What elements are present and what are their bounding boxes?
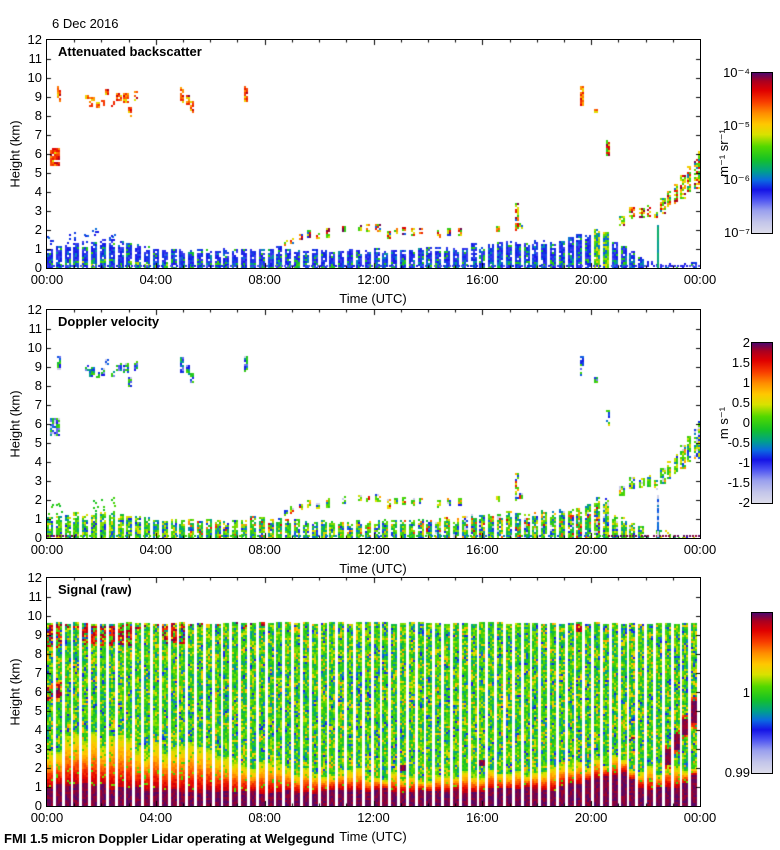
x-tick-label: 00:00 bbox=[30, 272, 64, 287]
panel-title-attenuated-backscatter: Attenuated backscatter bbox=[58, 44, 202, 59]
date-label: 6 Dec 2016 bbox=[52, 16, 119, 31]
colorbar-tick-label: 10⁻⁴ bbox=[723, 65, 750, 80]
y-tick-label: 9 bbox=[34, 627, 42, 642]
x-tick-label: 08:00 bbox=[248, 542, 281, 557]
colorbar-tick-label: 2 bbox=[742, 335, 750, 350]
x-tick-label: 12:00 bbox=[357, 810, 390, 825]
y-tick-label: 7 bbox=[34, 397, 42, 412]
x-tick-label: 00:00 bbox=[683, 542, 717, 557]
y-tick-label: 11 bbox=[28, 51, 43, 66]
signal-raw-heatmap bbox=[47, 578, 700, 806]
y-tick-label: 9 bbox=[34, 89, 42, 104]
x-axis-label: Time (UTC) bbox=[339, 829, 407, 844]
panel-attenuated-backscatter bbox=[46, 39, 701, 269]
y-tick-label: 8 bbox=[34, 378, 42, 393]
colorbar-attenuated-backscatter bbox=[751, 72, 773, 234]
panel-doppler-velocity bbox=[46, 309, 701, 539]
colorbar-tick-label: 1 bbox=[742, 375, 750, 390]
attenuated-backscatter-heatmap bbox=[47, 40, 700, 268]
y-tick-label: 7 bbox=[34, 127, 42, 142]
y-tick-label: 4 bbox=[34, 184, 42, 199]
colorbar-signal-raw bbox=[751, 612, 773, 774]
y-tick-label: 1 bbox=[34, 779, 42, 794]
panel-title-signal-raw: Signal (raw) bbox=[58, 582, 132, 597]
y-axis-label: Height (km) bbox=[7, 120, 23, 188]
x-tick-label: 00:00 bbox=[30, 542, 64, 557]
y-tick-label: 3 bbox=[34, 203, 42, 218]
colorbar-tick-label: 0 bbox=[742, 415, 750, 430]
x-axis-label: Time (UTC) bbox=[339, 561, 407, 576]
x-tick-label: 16:00 bbox=[466, 272, 499, 287]
y-tick-label: 8 bbox=[34, 108, 42, 123]
y-tick-label: 6 bbox=[34, 684, 42, 699]
y-tick-label: 6 bbox=[34, 416, 42, 431]
y-tick-label: 5 bbox=[34, 703, 42, 718]
colorbar-tick-label: 1 bbox=[742, 685, 750, 700]
y-tick-label: 7 bbox=[34, 665, 42, 680]
y-tick-label: 5 bbox=[34, 435, 42, 450]
panel-signal-raw bbox=[46, 577, 701, 807]
x-tick-label: 20:00 bbox=[574, 810, 608, 825]
x-tick-label: 20:00 bbox=[574, 542, 608, 557]
x-tick-label: 04:00 bbox=[139, 272, 173, 287]
y-tick-label: 1 bbox=[34, 241, 42, 256]
y-tick-label: 9 bbox=[34, 359, 42, 374]
y-tick-label: 10 bbox=[27, 70, 42, 85]
x-tick-label: 08:00 bbox=[248, 810, 281, 825]
y-axis-label: Height (km) bbox=[7, 658, 23, 726]
y-tick-label: 12 bbox=[27, 32, 42, 47]
colorbar-tick-label: 1.5 bbox=[731, 355, 750, 370]
x-tick-label: 00:00 bbox=[683, 810, 717, 825]
colorbar-tick-label: -0.5 bbox=[727, 435, 750, 450]
y-axis-label: Height (km) bbox=[7, 390, 23, 458]
y-tick-label: 3 bbox=[34, 473, 42, 488]
x-tick-label: 16:00 bbox=[466, 810, 499, 825]
y-tick-label: 5 bbox=[34, 165, 42, 180]
x-tick-label: 00:00 bbox=[30, 810, 64, 825]
colorbar-tick-label: 0.5 bbox=[731, 395, 750, 410]
y-tick-label: 1 bbox=[34, 511, 42, 526]
y-tick-label: 2 bbox=[34, 760, 42, 775]
x-tick-label: 08:00 bbox=[248, 272, 281, 287]
x-tick-label: 04:00 bbox=[139, 542, 173, 557]
y-tick-label: 0 bbox=[34, 798, 42, 813]
y-tick-label: 8 bbox=[34, 646, 42, 661]
colorbar-unit-label: m⁻¹ sr⁻¹ bbox=[716, 129, 731, 177]
y-tick-label: 12 bbox=[27, 302, 42, 317]
y-tick-label: 6 bbox=[34, 146, 42, 161]
x-tick-label: 00:00 bbox=[683, 272, 717, 287]
colorbar-tick-label: 10⁻⁵ bbox=[723, 118, 750, 134]
y-tick-label: 10 bbox=[27, 608, 42, 623]
colorbar-tick-label: -1 bbox=[738, 455, 750, 470]
x-tick-label: 04:00 bbox=[139, 810, 173, 825]
y-tick-label: 11 bbox=[28, 589, 43, 604]
doppler-velocity-heatmap bbox=[47, 310, 700, 538]
colorbar-tick-label: 0.99 bbox=[724, 765, 750, 780]
x-tick-label: 20:00 bbox=[574, 272, 608, 287]
y-tick-label: 0 bbox=[34, 260, 42, 275]
y-tick-label: 0 bbox=[34, 530, 42, 545]
y-tick-label: 4 bbox=[34, 454, 42, 469]
x-tick-label: 12:00 bbox=[357, 272, 390, 287]
y-tick-label: 2 bbox=[34, 222, 42, 237]
y-tick-label: 12 bbox=[27, 570, 42, 585]
panel-title-doppler-velocity: Doppler velocity bbox=[58, 314, 160, 329]
x-tick-label: 16:00 bbox=[466, 542, 499, 557]
colorbar-tick-label: -2 bbox=[738, 495, 750, 510]
colorbar-unit-label: m s⁻¹ bbox=[716, 406, 731, 440]
colorbar-tick-label: -1.5 bbox=[727, 475, 750, 490]
y-tick-label: 4 bbox=[34, 722, 42, 737]
y-tick-label: 11 bbox=[28, 321, 43, 336]
colorbar-tick-label: 10⁻⁶ bbox=[723, 171, 750, 187]
footer-caption: FMI 1.5 micron Doppler Lidar operating a… bbox=[4, 831, 335, 846]
x-axis-label: Time (UTC) bbox=[339, 291, 407, 306]
colorbar-doppler-velocity bbox=[751, 342, 773, 504]
y-tick-label: 10 bbox=[27, 340, 42, 355]
y-tick-label: 3 bbox=[34, 741, 42, 756]
colorbar-tick-label: 10⁻⁷ bbox=[723, 225, 750, 240]
y-tick-label: 2 bbox=[34, 492, 42, 507]
x-tick-label: 12:00 bbox=[357, 542, 390, 557]
